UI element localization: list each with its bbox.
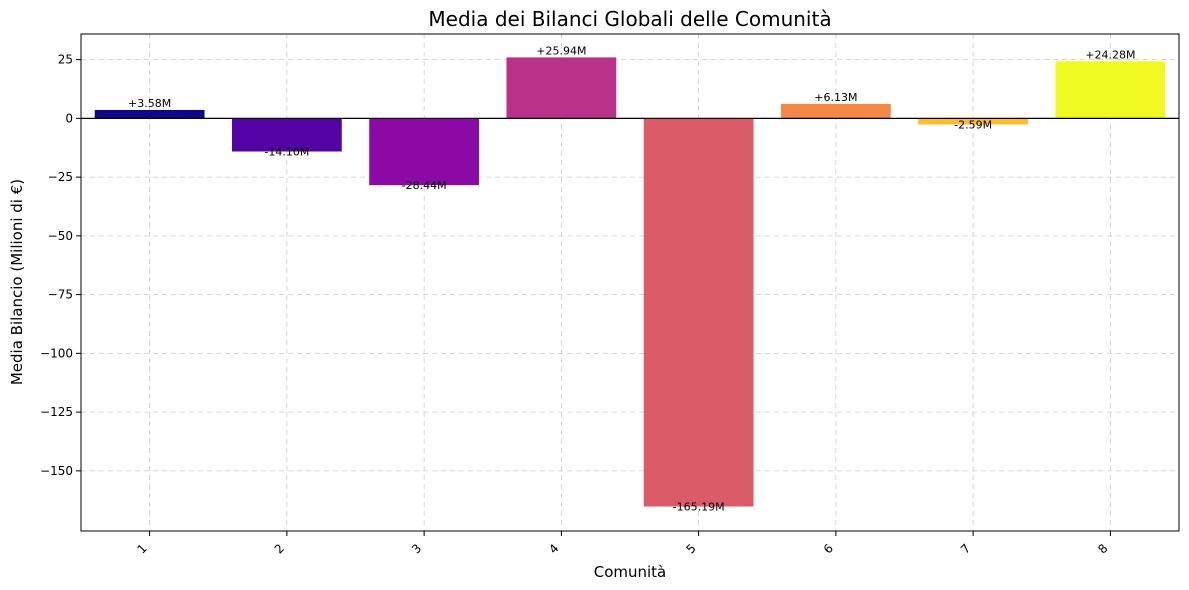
x-tick-label: 3 <box>409 541 424 556</box>
y-axis-ticks: 25 0 −25 −50 −75 −100 −125 −150 <box>40 53 81 478</box>
bar-3 <box>369 118 480 186</box>
bar-label-8: +24.28M <box>1085 48 1135 61</box>
bar-4 <box>506 57 617 119</box>
bar-2 <box>231 118 342 152</box>
bar-value-labels: +3.58M -14.10M -28.44M +25.94M -165.19M +6.13… <box>128 44 1135 513</box>
x-axis-title: Comunità <box>594 563 667 581</box>
chart-title: Media dei Bilanci Globali delle Comunità <box>428 7 831 31</box>
bar-label-2: -14.10M <box>264 145 309 158</box>
x-tick-label: 1 <box>134 541 149 556</box>
bar-label-1: +3.58M <box>128 97 171 110</box>
bar-label-4: +25.94M <box>536 44 586 57</box>
bar-1 <box>94 109 205 119</box>
bar-label-6: +6.13M <box>814 91 857 104</box>
x-axis-ticks: 1 2 3 4 5 6 7 8 <box>134 531 1111 557</box>
bars <box>94 57 1166 507</box>
y-tick-label: −100 <box>40 346 73 360</box>
y-tick-label: −125 <box>40 405 73 419</box>
x-tick-label: 5 <box>683 541 698 556</box>
bar-5 <box>643 118 754 507</box>
plot-frame <box>80 33 1180 532</box>
bar-label-3: -28.44M <box>402 179 447 192</box>
x-tick-label: 7 <box>958 541 973 556</box>
y-tick-label: −25 <box>48 170 73 184</box>
x-tick-label: 4 <box>546 541 561 556</box>
bar-label-5: -165.19M <box>673 501 725 514</box>
y-tick-label: 25 <box>58 53 73 67</box>
y-tick-label: −75 <box>48 288 73 302</box>
bar-8 <box>1055 61 1166 119</box>
y-tick-label: 0 <box>65 111 73 125</box>
bar-7 <box>918 118 1029 125</box>
bar-6 <box>780 103 891 119</box>
y-tick-label: −50 <box>48 229 73 243</box>
y-tick-label: −150 <box>40 464 73 478</box>
x-tick-label: 6 <box>821 541 836 556</box>
y-axis-title: Media Bilancio (Milioni di €) <box>8 179 26 385</box>
x-tick-label: 8 <box>1095 541 1110 556</box>
bar-label-7: -2.59M <box>954 118 992 131</box>
x-tick-label: 2 <box>272 541 287 556</box>
grid-lines <box>81 34 1179 531</box>
